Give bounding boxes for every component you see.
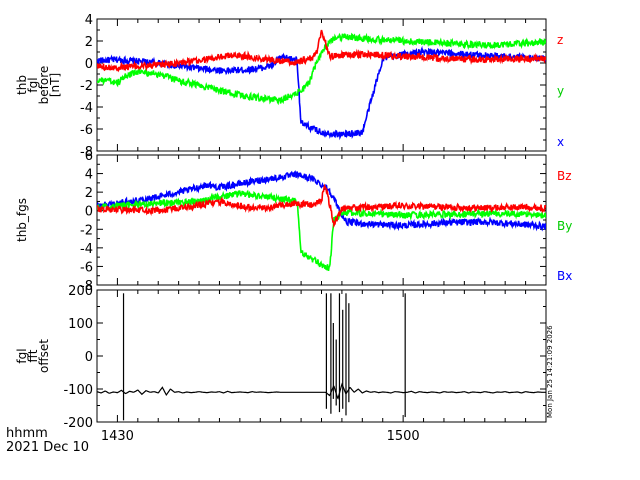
y-tick-label: 0 (85, 205, 93, 220)
y-tick-label: 2 (85, 35, 93, 50)
y-axis-label: fft (26, 349, 40, 362)
panel-2: -8 -6 -4 -2 0 2 4 6 thb_fgs Bz By Bx (15, 149, 572, 294)
y-tick-label: -8 (80, 145, 93, 160)
y-tick-label: 0 (85, 57, 93, 72)
y-tick-label: 4 (85, 168, 93, 183)
y-axis-label: before (37, 66, 51, 105)
footer-date: 2021 Dec 10 (6, 440, 89, 455)
y-tick-label: -6 (80, 123, 93, 138)
footer-time-unit: hhmm (6, 426, 48, 441)
y-tick-label: 2 (85, 186, 93, 201)
y-tick-label: -200 (63, 416, 93, 431)
y-axis-label: fgl (26, 77, 40, 92)
y-tick-label: 6 (85, 149, 93, 164)
y-tick-label: -4 (80, 101, 93, 116)
series-line-z (97, 29, 546, 73)
legend-label: Bx (557, 269, 572, 283)
y-axis-label: thb (15, 75, 29, 95)
y-tick-label: -6 (80, 260, 93, 275)
y-tick-label: 200 (68, 284, 93, 299)
y-tick-label: 100 (68, 317, 93, 332)
y-tick-label: -4 (80, 242, 93, 257)
x-tick-label: 1430 (101, 429, 134, 444)
y-axis-label: [nT] (48, 73, 62, 97)
panel-frame (96, 18, 547, 152)
y-axis-label: thb_fgs (15, 198, 29, 242)
x-tick-label: 1500 (387, 429, 420, 444)
data-area (97, 293, 546, 421)
panel-frame (96, 289, 547, 423)
legend-label: Bz (557, 169, 572, 183)
y-axis-label: offset (37, 339, 51, 373)
legend-label: z (557, 33, 563, 47)
series-line-y (97, 32, 546, 106)
y-tick-label: 4 (85, 13, 93, 28)
legend-label: y (557, 84, 564, 98)
y-tick-label: -100 (63, 383, 93, 398)
y-tick-label: 0 (85, 350, 93, 365)
y-tick-label: -8 (80, 279, 93, 294)
legend-label: By (557, 219, 572, 233)
y-tick-label: -2 (80, 79, 93, 94)
series-line-offset (97, 382, 546, 400)
y-axis-label: fgl (15, 348, 29, 363)
series-line-Bz (97, 183, 546, 229)
series-line-Bx (97, 170, 546, 232)
series-line-By (97, 189, 546, 272)
data-area (97, 170, 546, 272)
legend-label: x (557, 135, 564, 149)
timestamp-label: Mon Jan 25 14:21:09 2026 (546, 325, 554, 418)
data-area (97, 29, 546, 141)
y-tick-label: -2 (80, 223, 93, 238)
